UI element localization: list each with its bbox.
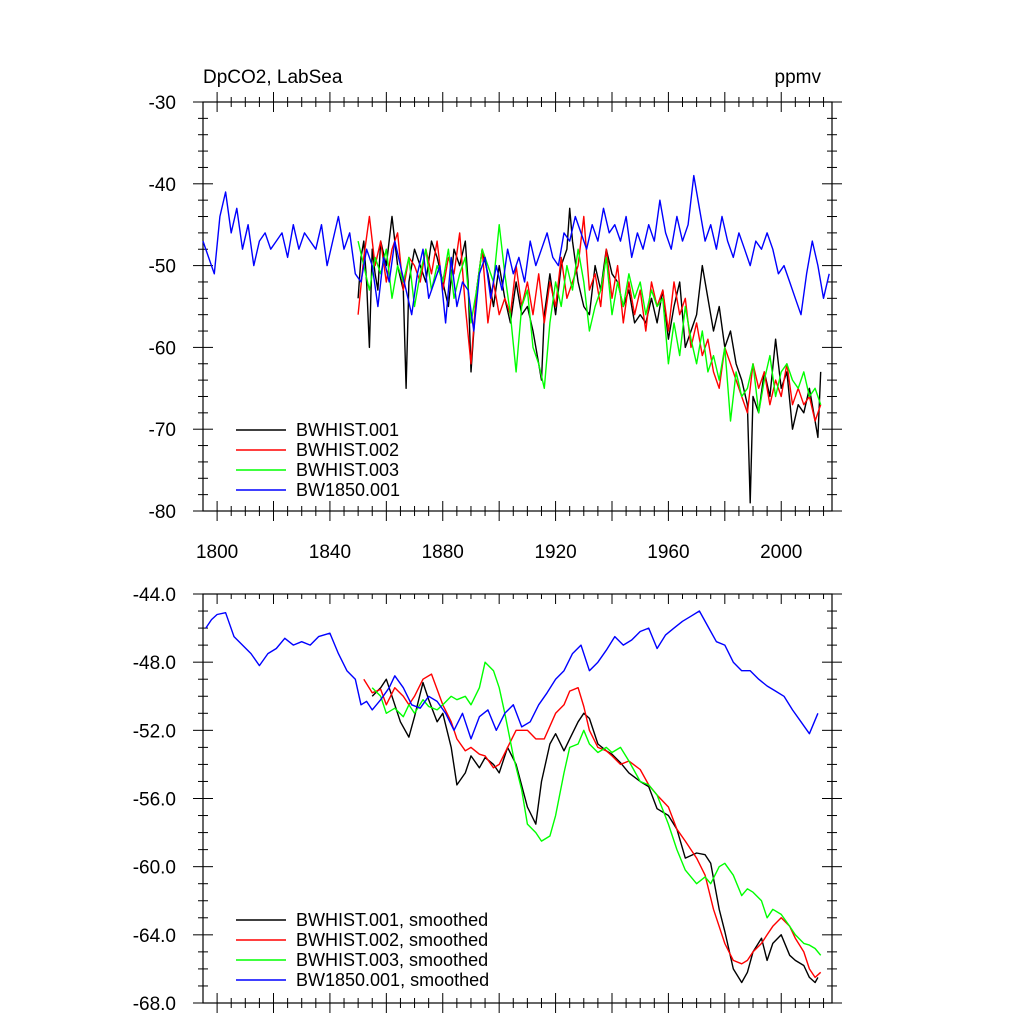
bottom-panel: -44.0 -48.0 -52.0 -56.0 -60.0 -64.0 -68.0 BWHI…: [133, 585, 842, 1015]
top-x-tick-label: 1960: [647, 542, 689, 563]
bottom-y-tick-label: -52.0: [133, 721, 176, 742]
bottom-axis-ticks: -44.0 -48.0 -52.0 -56.0 -60.0 -64.0 -68.0: [133, 585, 842, 1015]
top-legend-label-3: BW1850.001: [296, 480, 400, 500]
top-x-tick-label: 1840: [309, 542, 351, 563]
chart-title: DpCO2, LabSea: [203, 67, 343, 88]
top-y-tick-label: -50: [149, 257, 176, 278]
top-panel: DpCO2, LabSea ppmv 1800 1840 1880 1920 1960 2…: [149, 67, 842, 563]
bottom-y-tick-label: -60.0: [133, 858, 176, 879]
top-y-tick-label: -30: [149, 93, 176, 114]
top-x-tick-label: 2000: [760, 542, 802, 563]
top-axis-ticks: 1800 1840 1880 1920 1960 2000 -30 -40 -50 -60 -70 -…: [149, 92, 842, 563]
bottom-y-tick-label: -44.0: [133, 585, 176, 606]
top-x-tick-label: 1800: [196, 542, 238, 563]
bottom-y-tick-label: -56.0: [133, 790, 176, 811]
bottom-legend-label-1: BWHIST.002, smoothed: [296, 930, 488, 950]
bottom-legend-label-2: BWHIST.003, smoothed: [296, 950, 488, 970]
top-y-tick-label: -70: [149, 420, 176, 441]
bottom-series-line-1: [363, 673, 822, 979]
top-legend-label-2: BWHIST.003: [296, 460, 399, 480]
top-series-line-2: [357, 223, 822, 422]
bottom-series-layer: [205, 610, 822, 984]
top-series-layer: [202, 174, 830, 504]
bottom-legend-label-0: BWHIST.001, smoothed: [296, 910, 488, 930]
bottom-legend-label-3: BW1850.001, smoothed: [296, 970, 489, 990]
top-legend-label-1: BWHIST.002: [296, 440, 399, 460]
top-x-tick-label: 1880: [422, 542, 464, 563]
top-y-tick-label: -80: [149, 502, 176, 523]
units-label: ppmv: [775, 67, 822, 88]
bottom-series-line-2: [371, 661, 822, 956]
top-x-tick-label: 1920: [534, 542, 576, 563]
top-series-line-0: [357, 207, 822, 504]
top-series-line-1: [357, 215, 822, 422]
top-plot-border: [202, 101, 833, 512]
top-y-tick-label: -60: [149, 338, 176, 359]
bottom-series-line-3: [205, 610, 819, 740]
top-plot-frame: [202, 101, 833, 512]
top-y-tick-label: -40: [149, 175, 176, 196]
bottom-y-tick-label: -68.0: [133, 994, 176, 1015]
bottom-y-tick-label: -64.0: [133, 926, 176, 947]
top-series-line-3: [202, 174, 830, 332]
bottom-y-tick-label: -48.0: [133, 653, 176, 674]
top-legend-label-0: BWHIST.001: [296, 420, 399, 440]
